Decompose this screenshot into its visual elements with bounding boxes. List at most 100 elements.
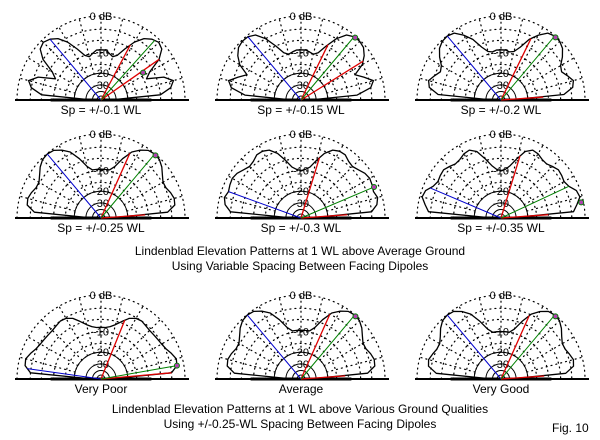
grid-spoke xyxy=(107,18,124,75)
grid-spoke xyxy=(227,175,279,206)
ring-label: 0 dB xyxy=(90,129,113,141)
ring-label: -20 xyxy=(493,347,509,359)
ring-label: -30 xyxy=(93,80,109,92)
grid-spoke xyxy=(27,175,79,206)
ring-label: -10 xyxy=(293,327,309,339)
ring-label: -10 xyxy=(293,166,309,178)
grid-ring-dotted xyxy=(40,39,162,101)
green-max-gain-line xyxy=(300,36,355,101)
grid-ring-dotted xyxy=(240,39,362,101)
grid-ring-dotted xyxy=(64,63,138,101)
grid-spoke xyxy=(119,319,161,361)
grid-spoke xyxy=(427,175,479,206)
grid-ring-dotted xyxy=(29,146,173,219)
grid-spoke xyxy=(241,158,283,200)
grid-spoke xyxy=(58,144,89,196)
grid-spoke xyxy=(41,158,83,200)
grid-spoke xyxy=(526,195,583,212)
grid-spoke xyxy=(319,158,361,200)
grid-spoke xyxy=(41,319,83,361)
max-gain-marker xyxy=(578,199,585,206)
grid-spoke xyxy=(241,40,283,82)
grid-spoke xyxy=(458,26,489,78)
grid-spoke xyxy=(123,57,175,88)
grid-ring-solid xyxy=(491,90,511,101)
group2-title-line1: Lindenblad Elevation Patterns at 1 WL ab… xyxy=(111,402,489,416)
grid-spoke xyxy=(126,77,183,94)
ring-label: -20 xyxy=(93,186,109,198)
radiation-pattern xyxy=(27,37,175,101)
grid-ring-dotted xyxy=(64,181,138,219)
grid-ring-solid xyxy=(285,84,317,101)
grid-ring-dotted xyxy=(16,133,186,219)
grid-ring-dotted xyxy=(429,28,573,101)
grid-ring-dotted xyxy=(252,170,350,219)
red-beamwidth-line xyxy=(300,375,346,380)
blue-beam-line xyxy=(247,36,302,101)
grid-ring-solid xyxy=(485,363,517,380)
grid-spoke xyxy=(219,77,276,94)
green-max-gain-line xyxy=(500,185,570,219)
grid-ring-dotted xyxy=(452,170,550,219)
ring-label: 0 dB xyxy=(490,290,513,302)
ring-label: -10 xyxy=(493,327,509,339)
grid-ring-dotted xyxy=(416,15,586,101)
blue-beam-line xyxy=(46,153,102,219)
grid-spoke xyxy=(126,195,183,212)
radiation-pattern xyxy=(421,149,581,219)
group1-title: Lindenblad Elevation Patterns at 1 WL ab… xyxy=(0,244,600,274)
group2-title: Lindenblad Elevation Patterns at 1 WL ab… xyxy=(0,402,600,432)
grid-ring-solid xyxy=(291,369,311,380)
max-gain-marker xyxy=(152,152,159,159)
grid-spoke xyxy=(258,26,289,78)
max-gain-marker xyxy=(371,184,378,191)
grid-ring-dotted xyxy=(240,318,362,380)
green-max-gain-line xyxy=(100,40,156,101)
grid-ring-solid xyxy=(285,363,317,380)
red-beamwidth-line xyxy=(300,60,364,101)
grid-spoke xyxy=(319,319,361,361)
grid-spoke xyxy=(113,26,144,78)
grid-spoke xyxy=(478,297,495,354)
blue-beam-line xyxy=(429,187,502,219)
ring-label: 0 dB xyxy=(90,11,113,23)
grid-ring-solid xyxy=(85,202,117,219)
max-gain-marker xyxy=(140,69,147,76)
grid-spoke xyxy=(278,136,295,193)
polar-plot-4: 0 dB -10 -20-30 Sp = +/-0.25 WL xyxy=(15,129,189,235)
grid-spoke xyxy=(78,136,95,193)
ring-label: -10 xyxy=(493,166,509,178)
red-beamwidth-line xyxy=(300,157,321,219)
plot-caption: Average xyxy=(279,382,324,396)
grid-ring-dotted xyxy=(229,307,373,380)
grid-ring-dotted xyxy=(64,342,138,380)
grid-ring-dotted xyxy=(440,318,562,380)
figure-number: Fig. 10 xyxy=(552,421,589,435)
max-gain-marker xyxy=(552,313,559,320)
ring-label: -20 xyxy=(493,186,509,198)
grid-spoke xyxy=(519,40,561,82)
grid-spoke xyxy=(441,319,483,361)
plot-caption: Very Poor xyxy=(75,382,128,396)
grid-ring-dotted xyxy=(452,52,550,101)
grid-spoke xyxy=(78,18,95,75)
grid-spoke xyxy=(119,158,161,200)
ring-label: 0 dB xyxy=(290,129,313,141)
plot-caption: Sp = +/-0.15 WL xyxy=(257,103,345,117)
plot-caption: Sp = +/-0.1 WL xyxy=(61,103,142,117)
group1-title-line2: Using Variable Spacing Between Facing Di… xyxy=(171,259,429,273)
green-max-gain-line xyxy=(500,35,556,101)
red-beamwidth-line xyxy=(500,155,521,219)
grid-ring-dotted xyxy=(264,181,338,219)
grid-spoke xyxy=(278,297,295,354)
ring-label: -10 xyxy=(93,166,109,178)
grid-ring-dotted xyxy=(264,63,338,101)
grid-ring-dotted xyxy=(16,294,186,380)
grid-ring-solid xyxy=(91,369,111,380)
red-beamwidth-line xyxy=(500,375,545,380)
blue-beam-line xyxy=(228,191,302,219)
grid-ring-dotted xyxy=(216,15,386,101)
